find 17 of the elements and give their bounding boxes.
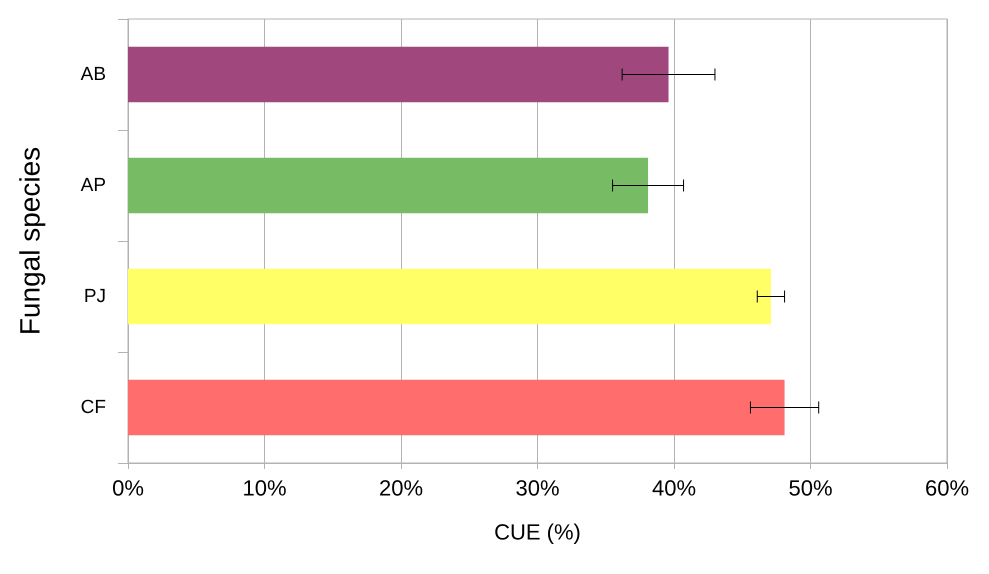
y-tick-label: AB (80, 64, 106, 85)
y-tick-label: CF (80, 397, 106, 418)
bar (128, 46, 669, 102)
x-tick-label: 30% (515, 476, 560, 500)
x-tick-label: 50% (788, 476, 833, 500)
x-tick-label: 0% (112, 476, 144, 500)
bar (128, 268, 771, 324)
x-tick-label: 10% (242, 476, 287, 500)
x-tick-label: 40% (652, 476, 696, 500)
y-axis-title: Fungal species (14, 146, 46, 336)
x-tick-label: 20% (378, 476, 424, 500)
bar (128, 158, 648, 214)
bar (128, 380, 785, 436)
y-tick-label: PJ (84, 286, 106, 307)
y-tick-label: AP (80, 175, 106, 196)
x-axis-title: CUE (%) (494, 520, 581, 544)
x-tick-label: 60% (924, 476, 970, 500)
